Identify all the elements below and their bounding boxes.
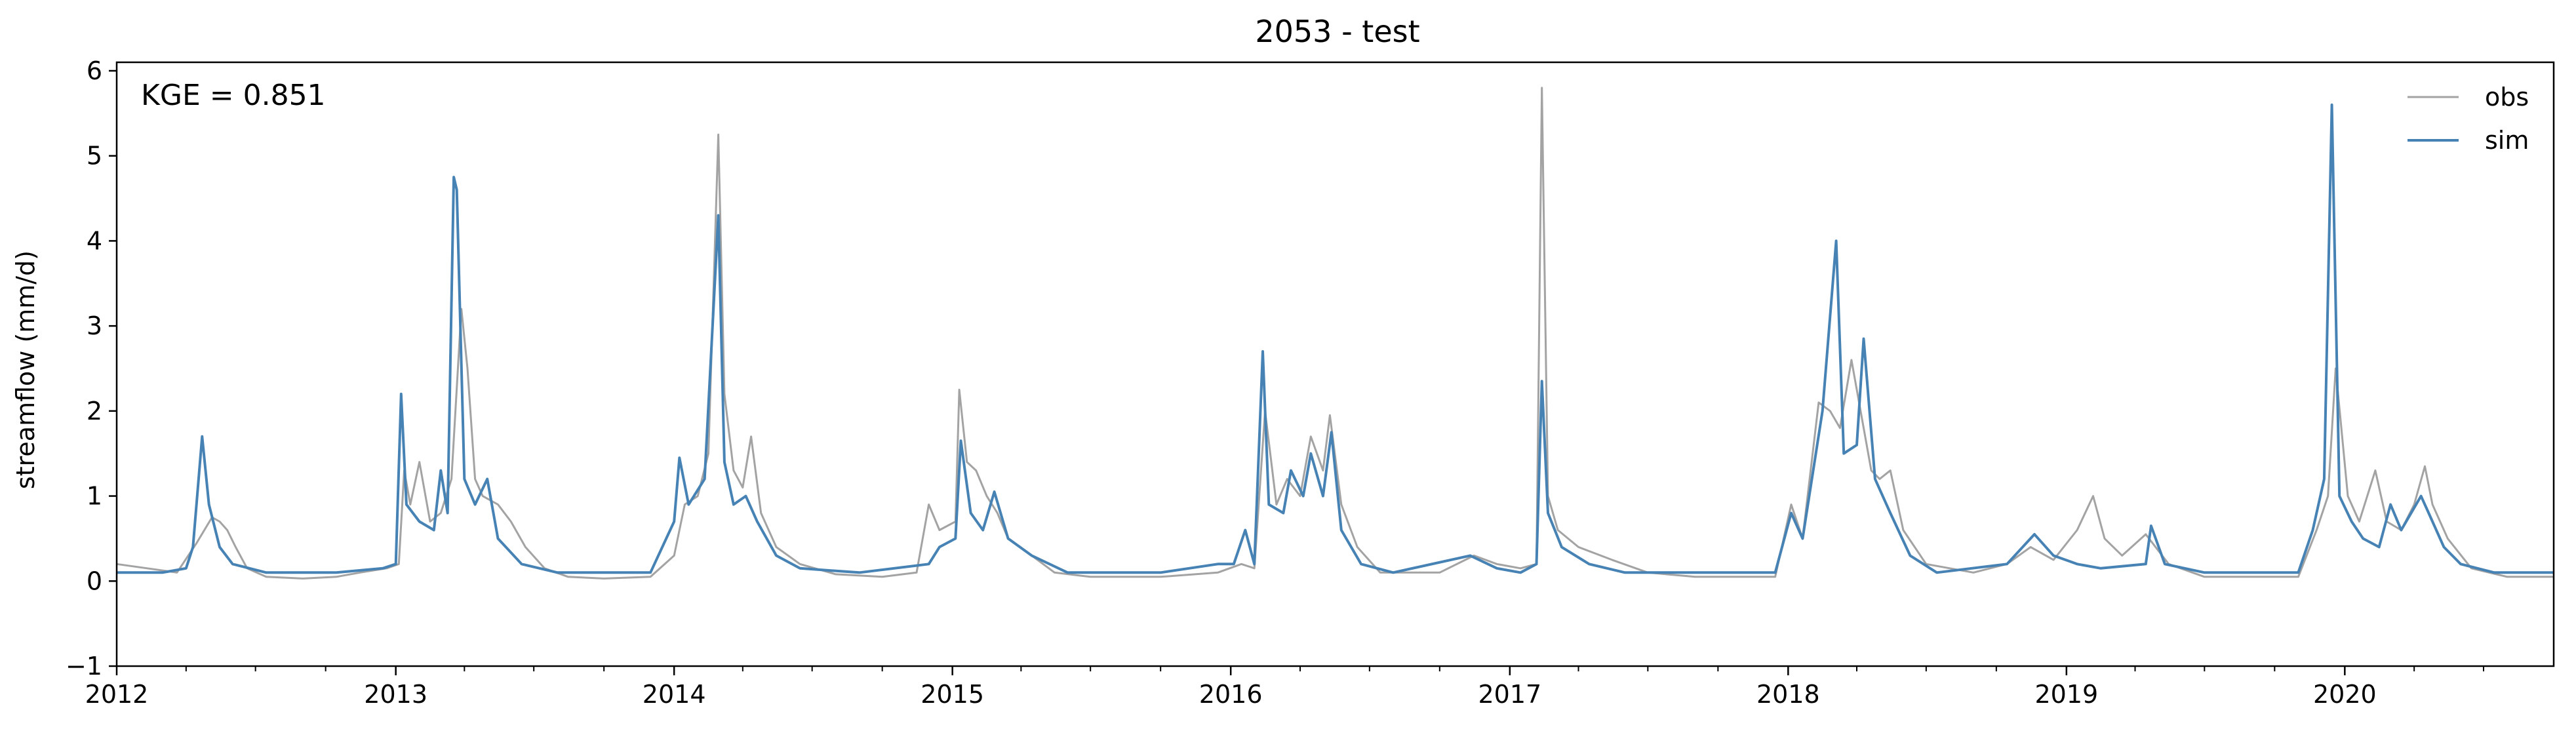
series-line-obs — [116, 87, 2554, 580]
x-tick-label: 2020 — [2313, 680, 2377, 709]
x-tick-label: 2013 — [364, 680, 427, 709]
x-tick-label: 2014 — [643, 680, 706, 709]
y-tick-label: 5 — [87, 142, 102, 170]
x-tick-label: 2016 — [1199, 680, 1263, 709]
series-line-sim — [117, 103, 2554, 574]
series-layer — [116, 87, 2554, 580]
y-tick-label: 3 — [87, 311, 102, 340]
y-tick-label: 4 — [87, 226, 102, 255]
chart-title: 2053 - test — [1255, 14, 1419, 49]
legend: obs sim — [2408, 83, 2529, 155]
y-tick-label: 1 — [87, 482, 102, 511]
y-axis-ticks: −1 0 1 2 3 4 5 6 — [66, 56, 117, 681]
x-tick-label: 2019 — [2034, 680, 2098, 709]
axes-frame — [115, 61, 2555, 667]
y-axis-label: streamflow (mm/d) — [11, 250, 40, 489]
legend-label-sim: sim — [2485, 126, 2529, 155]
y-tick-label: −1 — [66, 652, 102, 681]
x-axis-ticks: 2012 2013 2014 2015 2016 2017 2018 2019 2020 — [85, 666, 2485, 709]
x-tick-label: 2012 — [85, 680, 149, 709]
kge-annotation: KGE = 0.851 — [141, 79, 326, 112]
legend-label-obs: obs — [2485, 83, 2529, 111]
x-tick-label: 2017 — [1478, 680, 1541, 709]
y-tick-label: 0 — [87, 566, 102, 595]
y-tick-label: 6 — [87, 56, 102, 85]
y-tick-label: 2 — [87, 397, 102, 426]
x-tick-label: 2015 — [921, 680, 984, 709]
x-tick-label: 2018 — [1756, 680, 1820, 709]
